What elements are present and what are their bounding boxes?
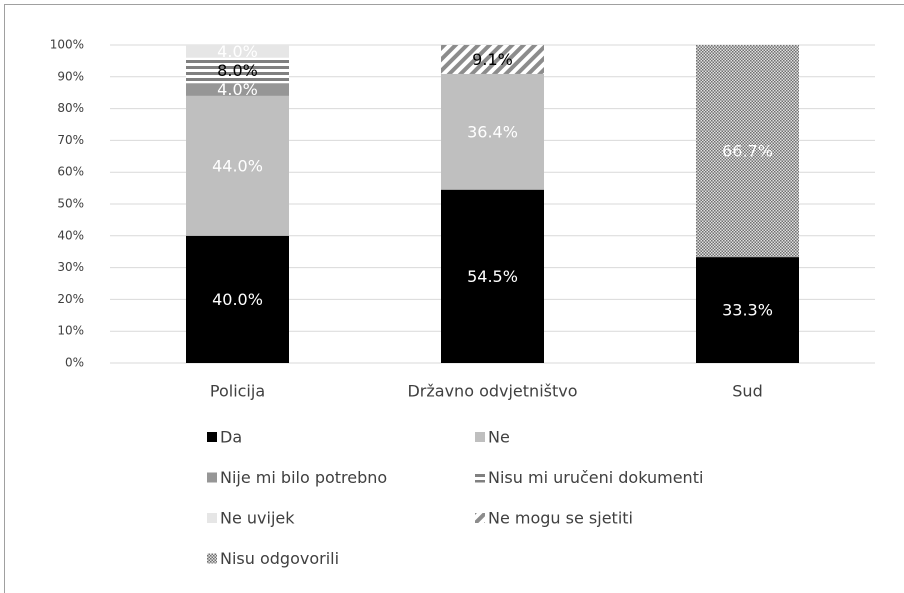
y-tick-label: 100%	[50, 38, 84, 52]
legend-label: Ne	[488, 428, 510, 447]
data-label: 40.0%	[212, 290, 263, 309]
legend-swatch	[475, 513, 485, 523]
x-tick-label: Policija	[210, 382, 265, 401]
legend-swatch	[207, 472, 217, 483]
y-tick-label: 70%	[57, 133, 84, 147]
bar-segment	[441, 73, 544, 190]
bar-segment	[186, 57, 289, 84]
legend-swatch	[475, 432, 485, 442]
bar-segment	[186, 235, 289, 363]
legend-swatch	[207, 513, 217, 523]
data-label: 44.0%	[212, 156, 263, 175]
data-label: 9.1%	[472, 50, 513, 69]
bar-segment	[441, 189, 544, 363]
y-tick-label: 20%	[57, 292, 84, 306]
legend-label: Da	[220, 428, 242, 447]
legend-label: Nisu mi uručeni dokumenti	[488, 468, 703, 487]
y-tick-label: 40%	[57, 228, 84, 242]
legend-swatch	[475, 472, 485, 483]
legend-label: Nisu odgovorili	[220, 549, 339, 568]
y-tick-label: 0%	[65, 356, 84, 370]
bar-segment	[441, 45, 544, 74]
chart-border	[4, 4, 904, 593]
y-tick-label: 80%	[57, 101, 84, 115]
y-tick-label: 50%	[57, 197, 84, 211]
data-label: 8.0%	[217, 61, 258, 80]
x-tick-label: Sud	[732, 382, 762, 401]
data-label: 4.0%	[217, 42, 258, 61]
bar-segment	[696, 257, 799, 363]
bar-segment	[186, 45, 289, 58]
y-tick-label: 10%	[57, 324, 84, 338]
data-label: 36.4%	[467, 122, 518, 141]
legend-label: Ne uvijek	[220, 509, 295, 528]
x-tick-label: Državno odvjetništvo	[407, 382, 577, 401]
bar-segment	[696, 45, 799, 258]
y-tick-label: 60%	[57, 165, 84, 179]
legend-label: Ne mogu se sjetiti	[488, 509, 633, 528]
bar-segment	[186, 83, 289, 96]
data-label: 66.7%	[722, 142, 773, 161]
data-label: 54.5%	[467, 267, 518, 286]
data-label: 4.0%	[217, 80, 258, 99]
bar-segment	[186, 95, 289, 236]
legend-swatch	[207, 432, 217, 442]
y-tick-label: 90%	[57, 69, 84, 83]
y-tick-label: 30%	[57, 260, 84, 274]
legend-label: Nije mi bilo potrebno	[220, 468, 387, 487]
data-label: 33.3%	[722, 301, 773, 320]
legend-swatch	[207, 553, 217, 564]
